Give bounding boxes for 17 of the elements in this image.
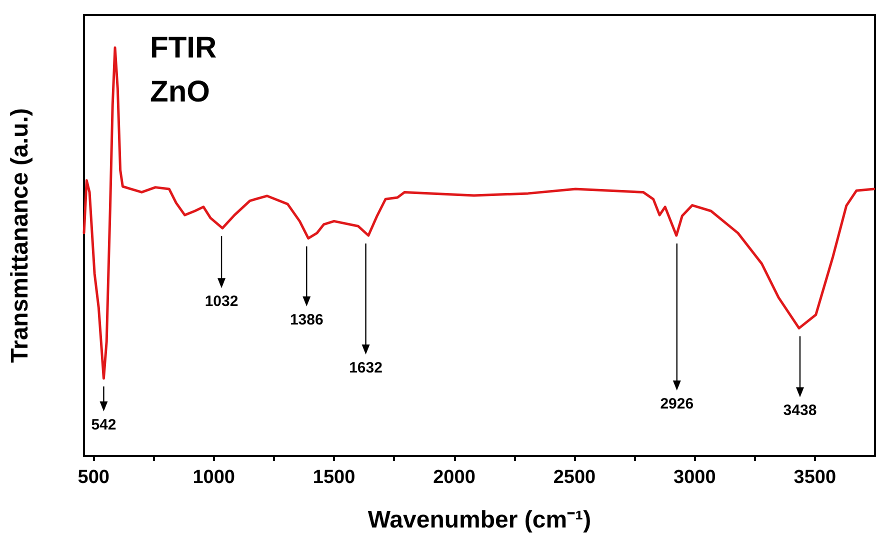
annotation: 542 xyxy=(91,416,116,434)
annotation: 1032 xyxy=(204,293,238,310)
annotation: 3438 xyxy=(783,402,817,420)
x-tick-label: 1000 xyxy=(192,467,235,488)
x-tick-label: 3000 xyxy=(674,467,716,488)
text: ZnO xyxy=(150,76,210,108)
x-tick-label: 3500 xyxy=(794,467,836,488)
annotation: 1386 xyxy=(290,311,324,328)
annotation: 1632 xyxy=(349,360,382,376)
chart-title: FTIR xyxy=(150,32,217,64)
x-tick-label: 2500 xyxy=(553,467,596,488)
x-tick-label: 1500 xyxy=(312,467,356,488)
x-tick-label: 2000 xyxy=(433,467,476,488)
annotation: 2926 xyxy=(660,396,694,412)
x-tick-label: 500 xyxy=(78,467,110,488)
y-axis-title: Transmittanance (a.u.) xyxy=(6,108,34,363)
x-axis-title: Wavenumber (cm⁻¹) xyxy=(368,506,592,534)
